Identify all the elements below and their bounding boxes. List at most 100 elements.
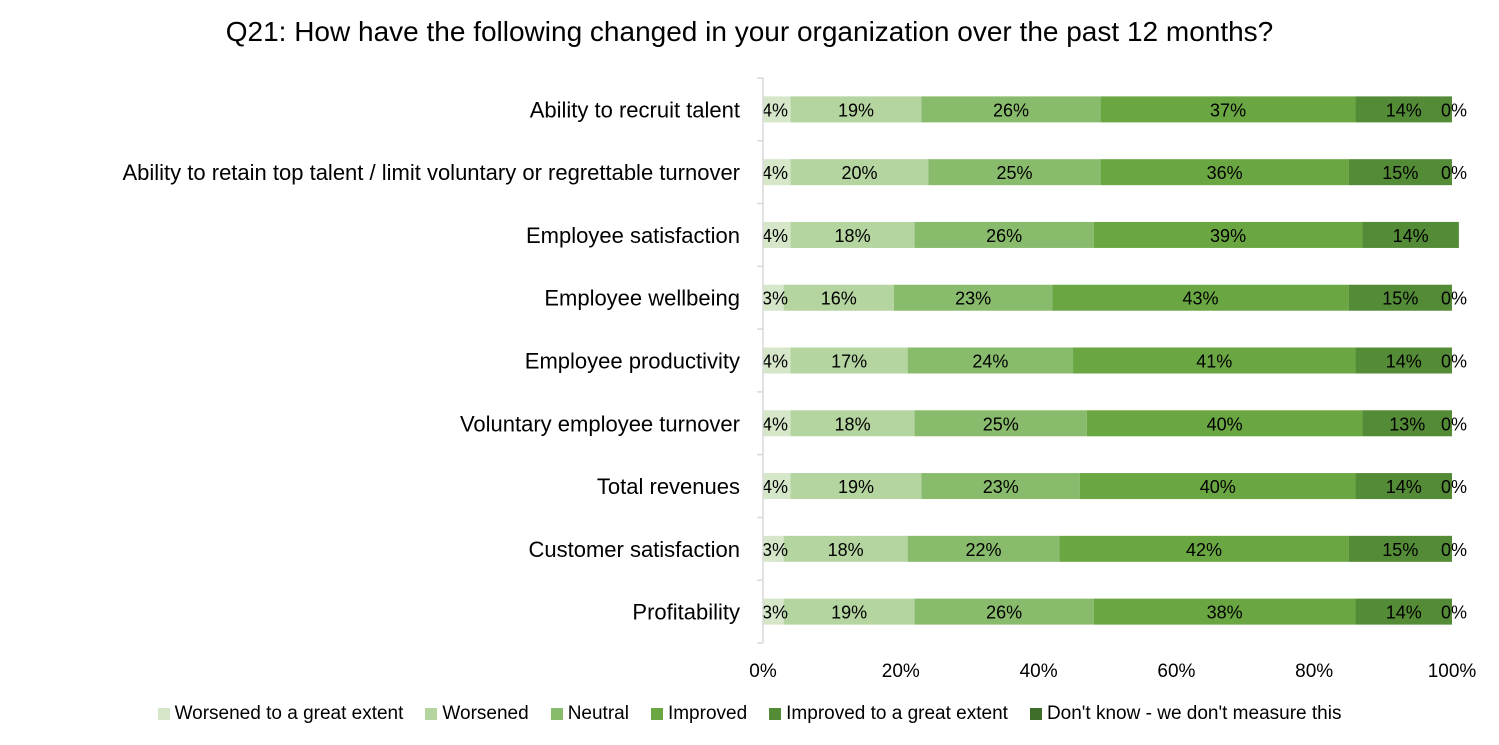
chart-title: Q21: How have the following changed in y… xyxy=(225,16,1274,47)
bar-segment xyxy=(763,598,784,625)
data-label: 19% xyxy=(838,100,874,120)
x-tick-label: 0% xyxy=(749,661,777,682)
bar-segment xyxy=(1073,347,1356,374)
data-label: 25% xyxy=(983,414,1019,434)
bar-segment xyxy=(790,473,922,500)
legend-label: Improved to a great extent xyxy=(786,703,1008,724)
bar-segment xyxy=(1079,473,1356,500)
x-tick-label: 20% xyxy=(882,661,920,682)
data-label: 42% xyxy=(1186,540,1222,560)
legend-label: Don't know - we don't measure this xyxy=(1046,703,1342,724)
bar-segment xyxy=(790,221,915,248)
bar-segment xyxy=(783,535,908,562)
data-label: 3% xyxy=(762,289,788,309)
data-label: 0% xyxy=(1441,100,1467,120)
data-label: 18% xyxy=(828,540,864,560)
data-label: 4% xyxy=(762,477,788,497)
bar-segment xyxy=(914,410,1087,437)
data-label: 39% xyxy=(1210,226,1246,246)
data-label: 20% xyxy=(841,163,877,183)
bar-segment xyxy=(763,410,791,437)
category-label: Customer satisfaction xyxy=(528,537,740,562)
data-label: 0% xyxy=(1441,414,1467,434)
data-label: 38% xyxy=(1207,603,1243,623)
data-label: 26% xyxy=(986,226,1022,246)
bar-segment xyxy=(763,535,784,562)
bar-segment xyxy=(1100,159,1349,186)
data-label: 40% xyxy=(1207,414,1243,434)
category-label: Employee satisfaction xyxy=(526,223,740,248)
data-label: 40% xyxy=(1200,477,1236,497)
bar-segment xyxy=(790,96,922,123)
bar-segment xyxy=(1362,410,1452,437)
data-label: 17% xyxy=(831,352,867,372)
data-label: 41% xyxy=(1196,352,1232,372)
data-label: 0% xyxy=(1441,477,1467,497)
category-label: Total revenues xyxy=(597,474,740,499)
data-label: 19% xyxy=(838,477,874,497)
data-label: 26% xyxy=(993,100,1029,120)
bar-segment xyxy=(907,535,1060,562)
bar-segment xyxy=(763,284,784,311)
bar-segment xyxy=(928,159,1101,186)
data-label: 0% xyxy=(1441,163,1467,183)
legend-swatch xyxy=(650,708,663,720)
bar-segment xyxy=(790,159,929,186)
category-label: Employee productivity xyxy=(525,349,740,374)
legend-item: Worsened xyxy=(425,703,529,725)
data-label: 15% xyxy=(1382,163,1418,183)
data-label: 4% xyxy=(762,414,788,434)
bar-segment xyxy=(1362,221,1459,248)
legend-label: Neutral xyxy=(567,703,629,724)
bar-segment xyxy=(1348,159,1452,186)
data-label: 18% xyxy=(835,226,871,246)
legend-swatch xyxy=(769,708,782,720)
bar-segment xyxy=(914,221,1094,248)
stacked-bar-chart: Ability to recruit talent 4% 19% 26% 37% 14% 0… xyxy=(122,77,1477,682)
data-label: 3% xyxy=(762,603,788,623)
bar-segment xyxy=(1086,410,1363,437)
x-tick-label: 100% xyxy=(1428,661,1477,682)
legend-item: Improved xyxy=(650,703,747,725)
bar-segment xyxy=(1052,284,1349,311)
bar-segment xyxy=(907,347,1074,374)
legend-swatch xyxy=(425,708,438,720)
data-label: 14% xyxy=(1393,226,1429,246)
category-label: Ability to retain top talent / limit vol… xyxy=(122,160,740,185)
bar-segment xyxy=(1348,535,1452,562)
bar-segment xyxy=(921,96,1101,123)
data-label: 14% xyxy=(1386,477,1422,497)
bar-segment xyxy=(1093,598,1356,625)
bar-segment xyxy=(763,96,791,123)
data-label: 14% xyxy=(1386,352,1422,372)
data-label: 23% xyxy=(983,477,1019,497)
data-label: 22% xyxy=(965,540,1001,560)
x-tick-label: 60% xyxy=(1157,661,1195,682)
data-label: 0% xyxy=(1441,603,1467,623)
legend-label: Worsened to a great extent xyxy=(174,703,404,724)
data-label: 24% xyxy=(972,352,1008,372)
data-label: 23% xyxy=(955,289,991,309)
bar-segment xyxy=(1355,347,1452,374)
data-label: 13% xyxy=(1389,414,1425,434)
data-label: 26% xyxy=(986,603,1022,623)
data-label: 4% xyxy=(762,100,788,120)
bar-segment xyxy=(763,473,791,500)
bar-segment xyxy=(1059,535,1349,562)
category-label: Voluntary employee turnover xyxy=(460,411,740,436)
data-label: 36% xyxy=(1207,163,1243,183)
data-label: 3% xyxy=(762,540,788,560)
bar-segment xyxy=(914,598,1094,625)
bar-segment xyxy=(783,284,894,311)
bar-segment xyxy=(783,598,915,625)
data-label: 14% xyxy=(1386,603,1422,623)
data-label: 4% xyxy=(762,352,788,372)
bar-segment xyxy=(921,473,1080,500)
legend: Worsened to a great extent Worsened Neutra… xyxy=(0,703,1499,725)
data-label: 19% xyxy=(831,603,867,623)
bar-segment xyxy=(1355,473,1452,500)
bar-segment xyxy=(763,347,791,374)
legend-swatch xyxy=(1029,708,1042,720)
bar-segment xyxy=(1100,96,1356,123)
bar-segment xyxy=(790,347,908,374)
